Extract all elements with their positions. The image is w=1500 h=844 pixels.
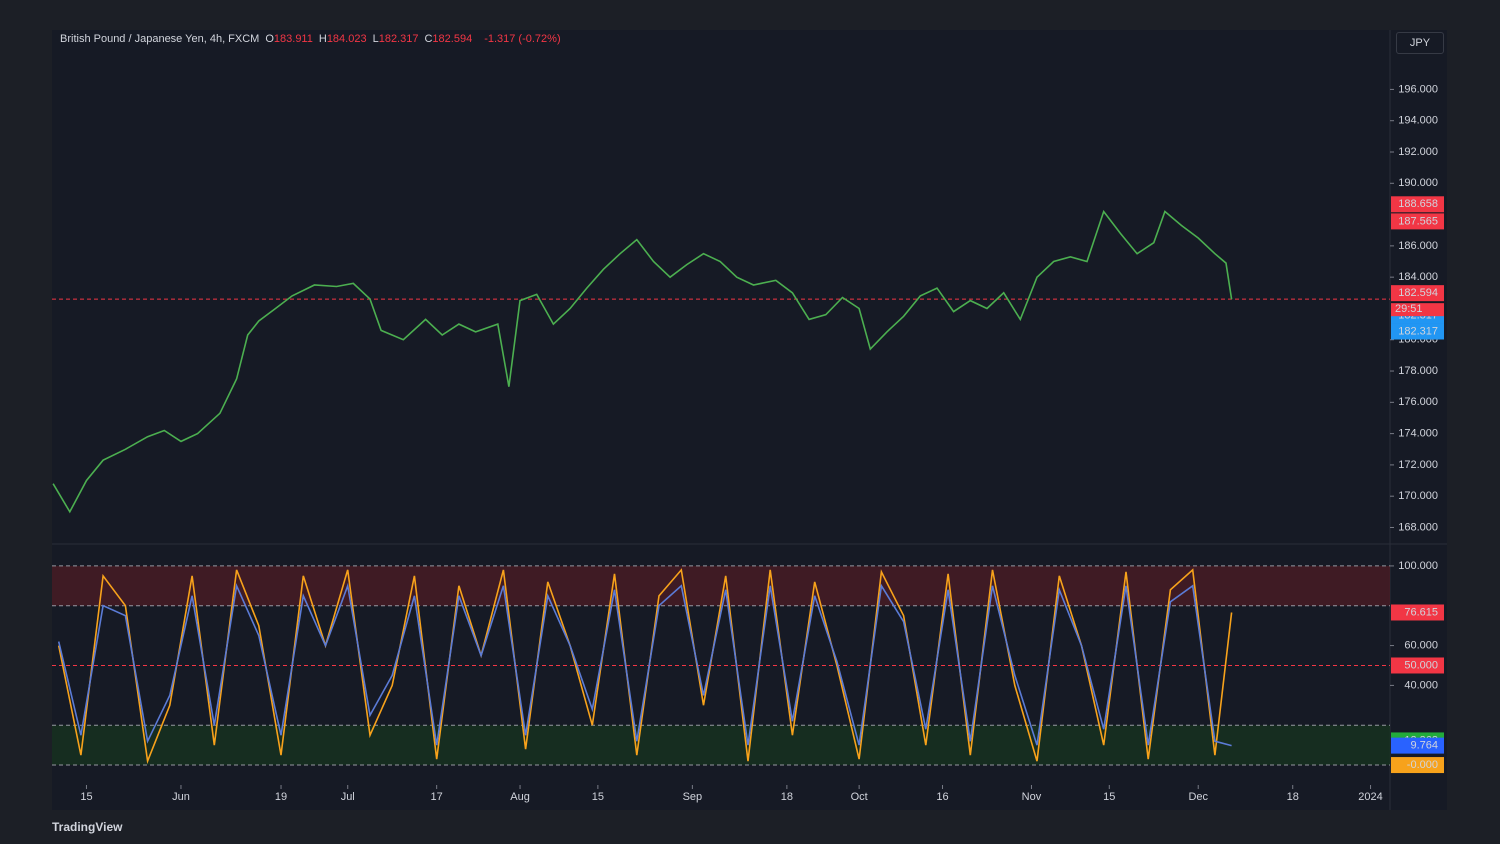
x-tick-label: 15 bbox=[592, 791, 604, 803]
x-tick-label: Nov bbox=[1022, 791, 1042, 803]
ohlc-value: 182.594 bbox=[432, 33, 473, 45]
y-tick-label: 174.000 bbox=[1398, 428, 1438, 440]
countdown-badge bbox=[1391, 303, 1444, 317]
x-tick-label: 15 bbox=[1103, 791, 1115, 803]
x-tick-label: 18 bbox=[1287, 791, 1299, 803]
x-tick-label: 2024 bbox=[1358, 791, 1382, 803]
price-badge-label: 9.764 bbox=[1410, 740, 1438, 752]
price-badge bbox=[1391, 604, 1444, 621]
price-badge-label: 76.615 bbox=[1404, 606, 1438, 618]
x-tick-label: Jun bbox=[172, 791, 190, 803]
countdown: 29:51 bbox=[1395, 303, 1423, 315]
y-tick-label: 196.000 bbox=[1398, 83, 1438, 95]
x-tick-label: Aug bbox=[510, 791, 530, 803]
ohlc-value: 183.911 bbox=[273, 33, 313, 45]
y-tick-label: 186.000 bbox=[1398, 240, 1438, 252]
x-tick-label: 18 bbox=[781, 791, 793, 803]
x-tick-label: Dec bbox=[1188, 791, 1208, 803]
ohlc-value: 184.023 bbox=[326, 33, 367, 45]
price-badge bbox=[1391, 757, 1444, 774]
series-line bbox=[52, 209, 1233, 514]
y-tick-label: 40.000 bbox=[1404, 679, 1438, 691]
y-tick-label: 184.000 bbox=[1398, 271, 1438, 283]
price-badge-label: 50.000 bbox=[1404, 659, 1438, 671]
ohlc: O183.911 H184.023 L182.317 C182.594 bbox=[265, 33, 478, 45]
symbol-header: British Pound / Japanese Yen, 4h, FXCM O1… bbox=[60, 33, 567, 45]
x-tick-label: 15 bbox=[80, 791, 92, 803]
y-tick-label: 168.000 bbox=[1398, 521, 1438, 533]
series-line bbox=[57, 582, 1232, 747]
x-tick-label: Sep bbox=[683, 791, 703, 803]
price-badge bbox=[1391, 737, 1444, 754]
price-badge bbox=[1391, 323, 1444, 340]
x-tick-label: Oct bbox=[851, 791, 868, 803]
price-badge-label: 188.658 bbox=[1398, 198, 1438, 210]
ohlc-key: H bbox=[318, 33, 327, 45]
price-badge-label: 182.594 bbox=[1398, 287, 1438, 299]
y-tick-label: 100.000 bbox=[1398, 560, 1438, 572]
y-tick-label: 60.000 bbox=[1404, 639, 1438, 651]
x-tick-label: 16 bbox=[936, 791, 948, 803]
y-tick-label: 178.000 bbox=[1398, 365, 1438, 377]
currency-button[interactable]: JPY bbox=[1396, 32, 1444, 54]
ohlc-value: 182.317 bbox=[378, 33, 419, 45]
y-tick-label: 170.000 bbox=[1398, 490, 1438, 502]
x-tick-label: 17 bbox=[431, 791, 443, 803]
price-badge bbox=[1391, 657, 1444, 674]
symbol: British Pound / Japanese Yen, 4h, FXCM bbox=[60, 33, 260, 45]
y-tick-label: 190.000 bbox=[1398, 177, 1438, 189]
x-tick-label: 19 bbox=[275, 791, 287, 803]
zone bbox=[52, 725, 1390, 766]
ohlc-key: C bbox=[424, 33, 433, 45]
price-badge bbox=[1391, 196, 1444, 213]
change: -1.317 (-0.72%) bbox=[484, 33, 561, 45]
chart-panel bbox=[52, 30, 1447, 810]
brand: TradingView bbox=[52, 820, 123, 834]
y-tick-label: 172.000 bbox=[1398, 459, 1438, 471]
price-badge-label: 182.317 bbox=[1398, 325, 1438, 337]
x-tick-label: Jul bbox=[341, 791, 355, 803]
y-tick-label: 194.000 bbox=[1398, 115, 1438, 127]
ohlc-key: O bbox=[265, 33, 274, 45]
ohlc-key: L bbox=[372, 33, 379, 45]
price-badge bbox=[1391, 213, 1444, 230]
price-badge-label: 187.565 bbox=[1398, 215, 1438, 227]
y-tick-label: 176.000 bbox=[1398, 396, 1438, 408]
price-badge-label: -0.000 bbox=[1407, 759, 1438, 771]
y-tick-label: 192.000 bbox=[1398, 146, 1438, 158]
price-badge bbox=[1391, 285, 1444, 302]
